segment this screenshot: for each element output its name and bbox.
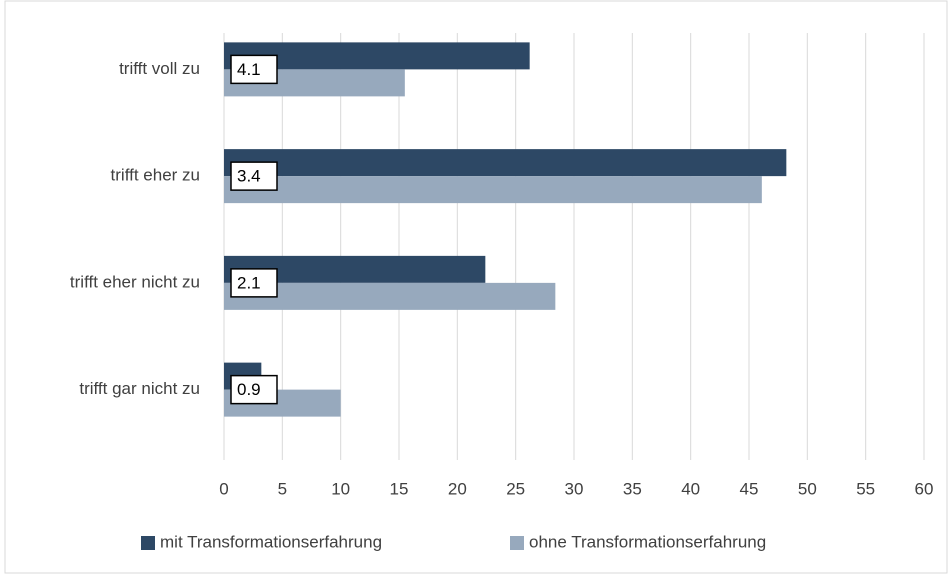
annotation: 0.9 xyxy=(237,380,261,399)
x-tick-label: 25 xyxy=(506,479,525,498)
annotation-box xyxy=(230,161,278,191)
x-tick-label: 20 xyxy=(448,479,467,498)
bar xyxy=(224,149,787,177)
x-tick-label: 30 xyxy=(565,479,584,498)
x-tick-label: 10 xyxy=(331,479,350,498)
annotation-box xyxy=(230,374,278,405)
bar xyxy=(224,282,556,310)
x-tick-label: 40 xyxy=(681,479,700,498)
x-tick-label: 35 xyxy=(623,479,642,498)
annotation-box xyxy=(230,268,278,298)
y-tick-label: trifft eher nicht zu xyxy=(70,272,200,291)
legend-swatch xyxy=(141,536,155,550)
y-tick-label: trifft gar nicht zu xyxy=(79,379,200,398)
x-tick-label: 50 xyxy=(798,479,817,498)
legend-swatch xyxy=(510,536,524,550)
x-tick-label: 15 xyxy=(390,479,409,498)
legend-label: ohne Transformationserfahrung xyxy=(529,532,766,551)
y-tick-label: trifft eher zu xyxy=(111,166,200,185)
x-tick-label: 45 xyxy=(740,479,759,498)
x-tick-label: 60 xyxy=(915,479,934,498)
x-tick-label: 0 xyxy=(219,479,228,498)
annotation: 2.1 xyxy=(237,273,261,292)
bar xyxy=(224,176,762,204)
annotation: 3.4 xyxy=(237,167,261,186)
x-tick-label: 5 xyxy=(278,479,287,498)
annotation: 4.1 xyxy=(237,60,261,79)
legend-label: mit Transformationserfahrung xyxy=(160,532,382,551)
x-tick-label: 55 xyxy=(856,479,875,498)
annotation-box xyxy=(230,54,278,85)
y-tick-label: trifft voll zu xyxy=(119,59,200,78)
